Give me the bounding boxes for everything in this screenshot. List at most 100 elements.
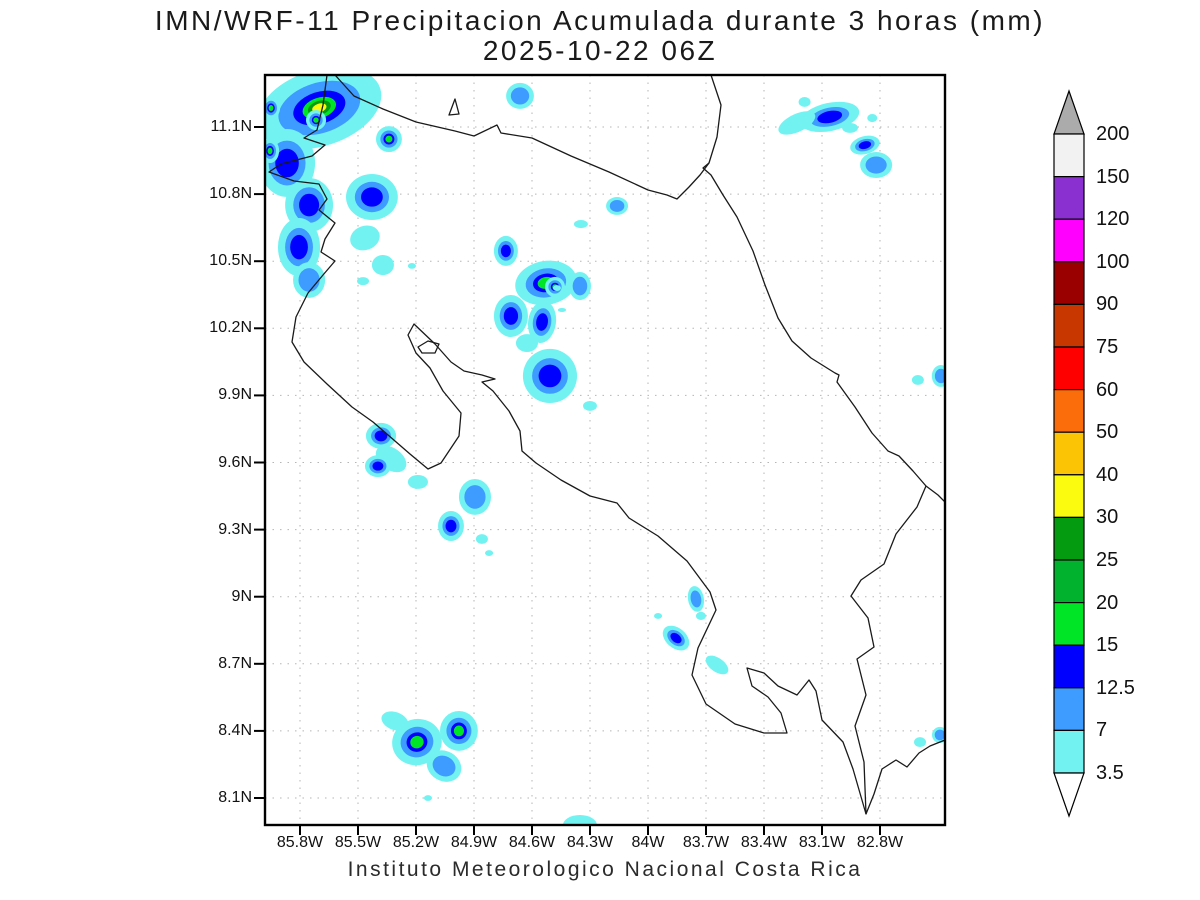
precip-contour	[562, 815, 597, 825]
colorbar-label: 7	[1096, 719, 1108, 742]
precip-contour	[914, 737, 927, 748]
colorbar-box	[1053, 389, 1085, 433]
precip-contour	[865, 156, 887, 174]
colorbar-box	[1053, 133, 1085, 178]
panama-border	[850, 485, 927, 815]
y-axis-label: 9N	[231, 587, 252, 605]
x-axis-label: 83.1W	[798, 834, 846, 851]
precip-contour	[445, 519, 457, 533]
precip-contour	[515, 334, 538, 353]
x-axis-label: 83.7W	[682, 834, 730, 851]
precip-cell	[375, 126, 402, 153]
precip-contour	[670, 632, 682, 644]
precip-cell	[522, 348, 578, 404]
precip-contour	[705, 655, 729, 675]
colorbar-label: 15	[1096, 634, 1119, 657]
precip-cell	[371, 254, 394, 276]
colorbar-label: 3.5	[1096, 762, 1124, 784]
precip-contour	[798, 97, 811, 107]
precip-contour	[500, 244, 511, 258]
x-axis-label: 82.8W	[856, 834, 904, 851]
x-axis-label: 85.8W	[276, 834, 324, 851]
precip-contour	[423, 795, 433, 801]
y-axis-label: 10.8N	[209, 185, 252, 203]
colorbar-bar	[1053, 89, 1085, 818]
x-axis-label: 84W	[631, 834, 665, 851]
precip-contour	[485, 550, 494, 556]
precip-cell	[562, 815, 597, 825]
colorbar-label: 30	[1096, 506, 1119, 529]
precip-cell	[493, 235, 518, 266]
precip-cell	[695, 611, 706, 620]
precip-cell	[458, 479, 492, 515]
precip-cell	[277, 218, 321, 277]
colorbar-label: 60	[1096, 378, 1119, 401]
x-axis-label: 84.3W	[566, 834, 614, 851]
precip-contour	[385, 135, 393, 143]
precip-cell	[557, 307, 567, 312]
precip-cell	[931, 726, 945, 743]
lake-nicaragua-san-juan-border	[334, 75, 710, 200]
precip-cell	[653, 613, 663, 619]
colorbar-arrow-down-icon	[1053, 772, 1085, 818]
precip-cell	[346, 173, 398, 221]
colorbar-box	[1053, 346, 1085, 391]
precip-cell	[850, 135, 880, 155]
precip-contour	[407, 262, 416, 269]
precip-cell	[305, 110, 327, 131]
precip-cell	[552, 285, 561, 291]
precip-contour	[538, 364, 562, 388]
precip-cell	[705, 655, 729, 675]
precip-contour	[817, 110, 843, 124]
precip-contour	[299, 193, 320, 217]
caribbean-coastline	[702, 75, 945, 503]
colorbar-label: 25	[1096, 549, 1119, 571]
precip-cell	[426, 750, 462, 782]
x-axis-label: 84.6W	[508, 834, 556, 851]
precipitation-blobs	[265, 75, 945, 825]
map-border	[263, 73, 947, 827]
precip-cell	[568, 271, 591, 301]
precip-contour	[350, 225, 380, 251]
precip-cell	[687, 586, 705, 612]
precip-cell	[365, 422, 397, 449]
precip-cell	[778, 111, 816, 135]
x-axis-label: 85.2W	[392, 834, 440, 851]
precip-contour	[510, 87, 530, 105]
precip-cell	[381, 711, 409, 731]
colorbar-box	[1053, 218, 1085, 263]
precip-cell	[842, 122, 858, 133]
colorbar-box	[1053, 687, 1085, 731]
precip-contour	[778, 111, 816, 135]
precip-cell	[407, 262, 416, 269]
precip-contour	[583, 400, 597, 411]
precip-contour	[453, 725, 465, 737]
colorbar-label: 20	[1096, 591, 1119, 614]
colorbar-arrow-up-icon	[1053, 89, 1085, 135]
precip-cell	[265, 138, 280, 164]
precip-contour	[690, 590, 702, 608]
x-axis-label: 83.4W	[740, 834, 788, 851]
precip-contour	[573, 220, 588, 229]
colorbar-box	[1053, 729, 1085, 774]
precip-contour	[609, 200, 625, 212]
precip-cell	[364, 455, 391, 478]
precip-cell	[931, 364, 945, 387]
axis-tick-marks	[254, 126, 881, 835]
colorbar-label: 120	[1096, 208, 1130, 231]
precip-cell	[798, 97, 811, 107]
precip-contour	[432, 755, 456, 777]
precip-cell	[357, 277, 370, 286]
precip-contour	[557, 307, 567, 312]
colorbar-label: 50	[1096, 421, 1119, 444]
colorbar-label: 12.5	[1096, 676, 1135, 699]
precip-cell	[527, 301, 557, 343]
precip-contour	[552, 285, 561, 291]
precip-cell	[914, 737, 927, 748]
precip-cell	[475, 534, 488, 544]
precip-contour	[475, 534, 488, 544]
map-plot	[254, 73, 947, 835]
precip-cell	[860, 152, 893, 178]
precip-cell	[407, 475, 428, 489]
